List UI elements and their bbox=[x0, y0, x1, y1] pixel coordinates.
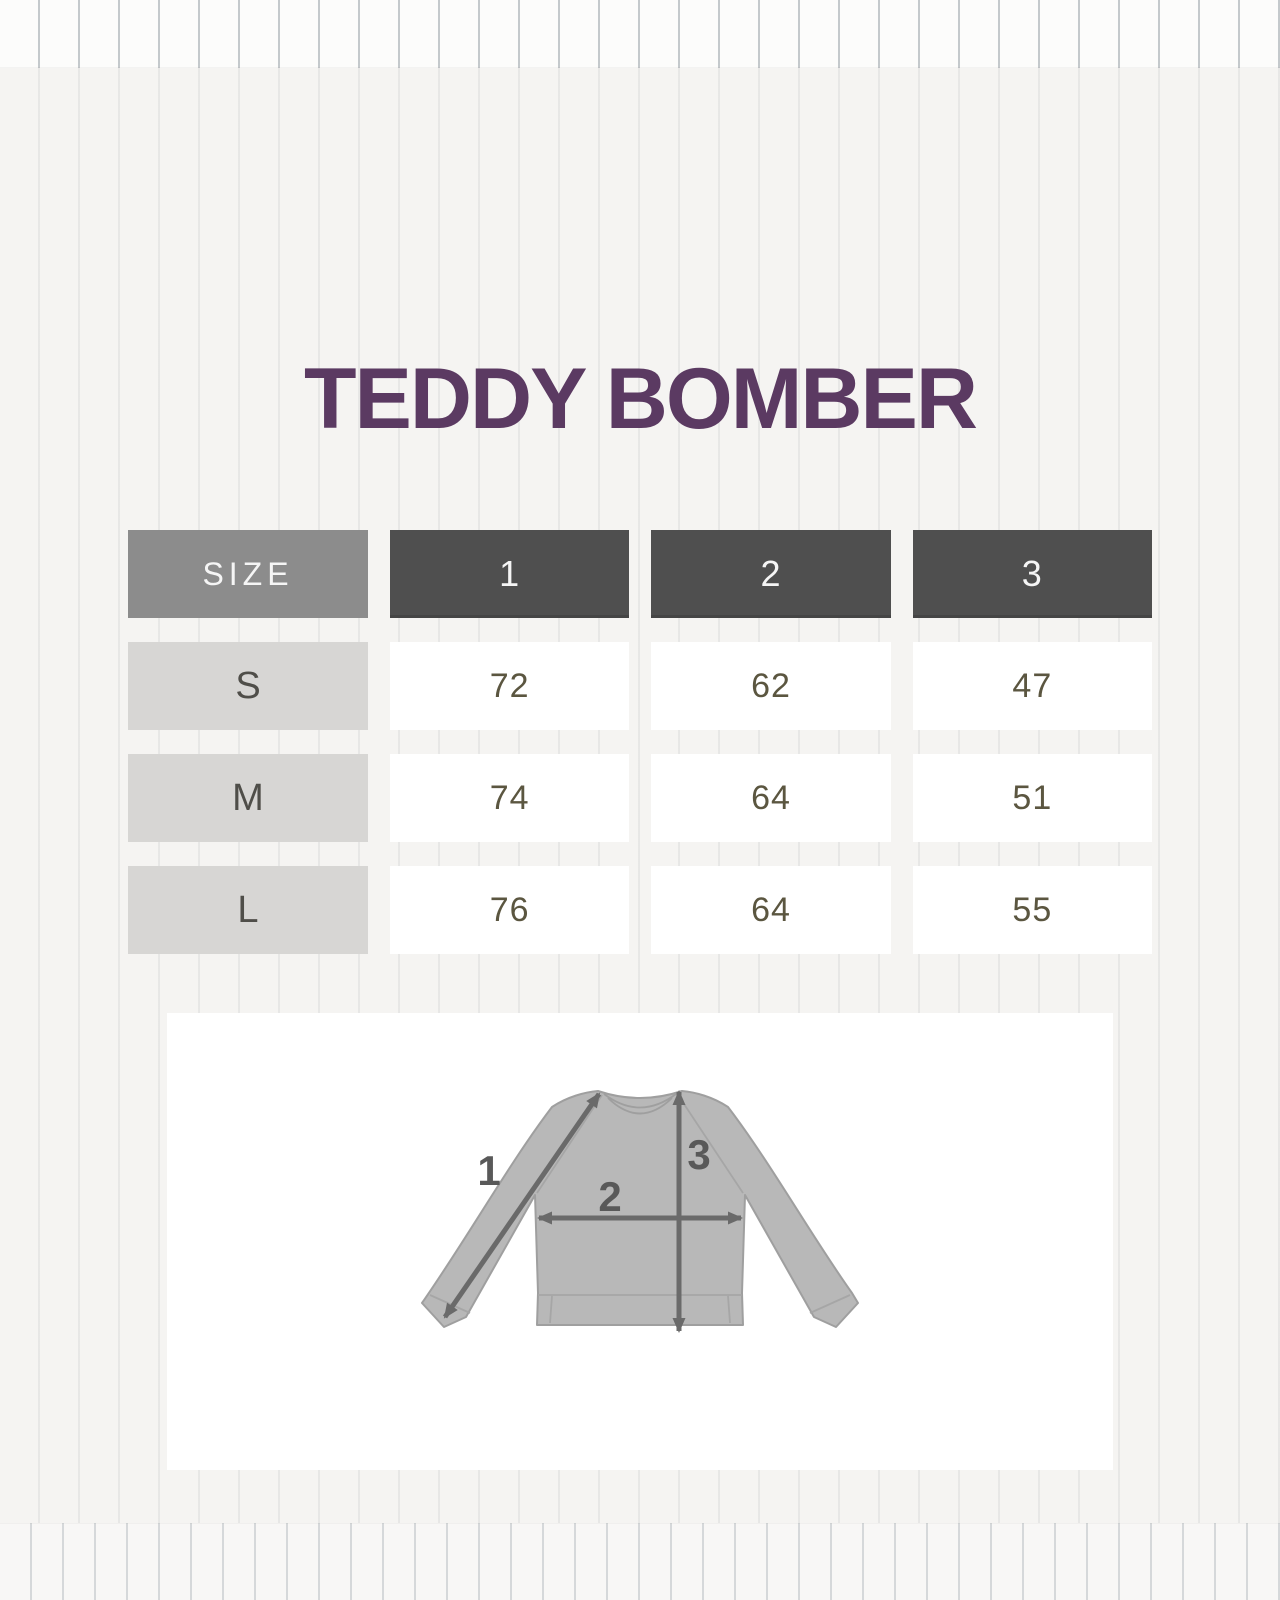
row-label-m: M bbox=[128, 754, 368, 842]
table-header-size: SIZE bbox=[128, 530, 368, 618]
value-l-2: 64 bbox=[651, 866, 891, 954]
table-header-col-2: 2 bbox=[651, 530, 891, 618]
length-arrow-label: 3 bbox=[687, 1131, 710, 1178]
value-m-1: 74 bbox=[390, 754, 630, 842]
page-title: TEDDY BOMBER bbox=[303, 351, 978, 447]
value-l-3: 55 bbox=[912, 866, 1152, 954]
collar-seam bbox=[603, 1093, 677, 1115]
table-header-col-3: 3 bbox=[912, 530, 1152, 618]
top-texture-band bbox=[0, 0, 1280, 68]
sleeve-arrow-label: 1 bbox=[477, 1147, 500, 1194]
value-s-3: 47 bbox=[912, 642, 1152, 730]
sweatshirt-diagram: 1 2 3 bbox=[421, 1090, 859, 1333]
value-m-2: 64 bbox=[651, 754, 891, 842]
measurement-diagram-panel: 1 2 3 bbox=[167, 1013, 1113, 1470]
sweatshirt-body bbox=[421, 1090, 859, 1328]
value-s-1: 72 bbox=[390, 642, 630, 730]
bottom-texture-band bbox=[0, 1523, 1280, 1600]
row-label-s: S bbox=[128, 642, 368, 730]
value-l-1: 76 bbox=[390, 866, 630, 954]
value-m-3: 51 bbox=[912, 754, 1152, 842]
table-header-col-1: 1 bbox=[390, 530, 630, 618]
chest-arrow-label: 2 bbox=[598, 1173, 621, 1220]
row-label-l: L bbox=[128, 866, 368, 954]
value-s-2: 62 bbox=[651, 642, 891, 730]
size-table: SIZE 1 2 3 S 72 62 47 M 74 64 51 L 76 64… bbox=[128, 530, 1152, 954]
sleeve-arrow bbox=[442, 1092, 602, 1319]
